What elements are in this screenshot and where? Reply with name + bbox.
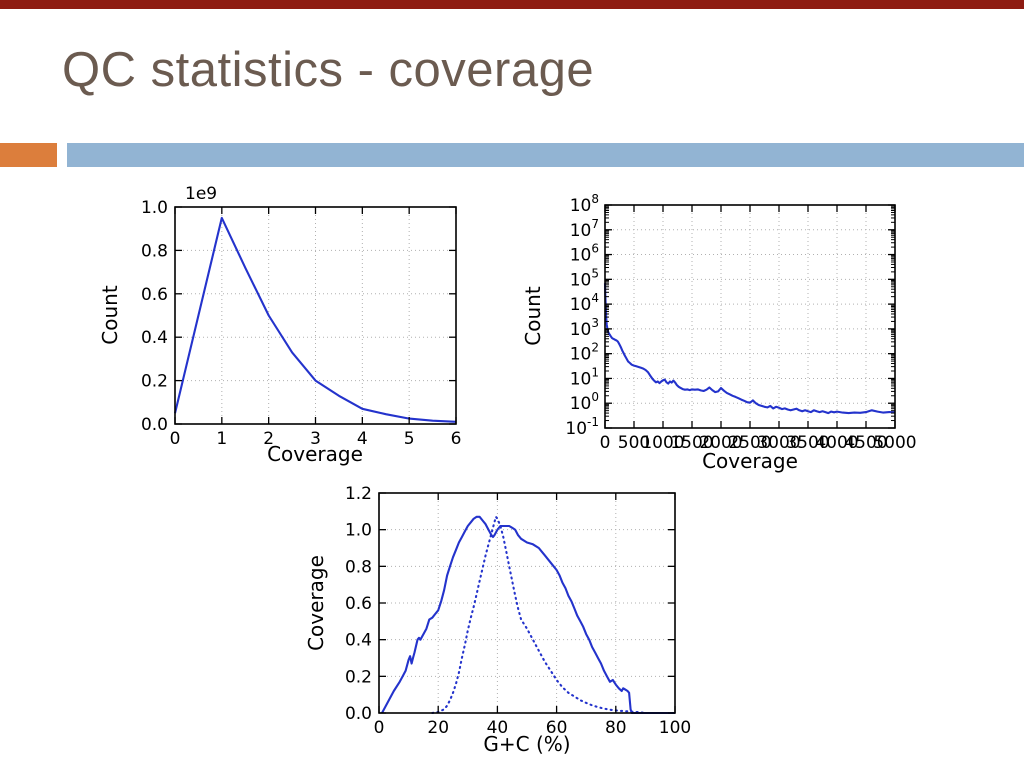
- series-count-vs-coverage-log: [603, 283, 896, 415]
- y-tick-label: 105: [570, 266, 599, 290]
- x-tick-label: 100: [659, 718, 691, 738]
- axis-labels: G+C (%) Coverage: [304, 555, 571, 756]
- accent-square-orange: [0, 143, 57, 167]
- y-axis-label: Count: [98, 285, 122, 345]
- x-tick-label: 3: [310, 429, 321, 449]
- tick-labels: 0 1 2 3 4 5 6 0.0 0.2 0.4 0.6 0.8 1.0: [141, 198, 461, 449]
- series-expected-gc-coverage: [431, 515, 677, 715]
- y-tick-label: 0.2: [345, 667, 372, 687]
- x-axis-label: Coverage: [267, 442, 363, 466]
- accent-band-blue: [67, 143, 1024, 167]
- x-tick-label: 0: [600, 433, 611, 453]
- y-axis-label: Count: [521, 286, 545, 346]
- y-tick-label: 0.6: [345, 594, 372, 614]
- y-tick-label: 106: [570, 242, 599, 266]
- x-tick-label: 5000: [873, 433, 916, 453]
- x-tick-label: 0: [170, 429, 181, 449]
- y-tick-label: 101: [570, 365, 599, 389]
- y-tick-label: 1.2: [345, 484, 372, 504]
- grid: [378, 492, 676, 714]
- series-count-vs-coverage: [173, 216, 457, 423]
- x-tick-label: 40: [487, 718, 509, 738]
- tick-marks: [604, 204, 896, 429]
- x-tick-label: 2500: [728, 433, 771, 453]
- y-tick-label: 103: [570, 316, 599, 340]
- y-tick-label: 0.8: [345, 557, 372, 577]
- x-tick-label: 1: [216, 429, 227, 449]
- y-axis-label: Coverage: [304, 555, 328, 651]
- y-tick-label: 0.0: [345, 704, 372, 724]
- series-observed-gc-coverage: [381, 515, 675, 715]
- axis-labels: Coverage Count: [98, 285, 363, 466]
- y-tick-label: 0.0: [141, 415, 168, 435]
- grid: [604, 204, 896, 429]
- y-tick-label: 0.4: [345, 631, 372, 651]
- y-tick-label: 0.8: [141, 241, 168, 261]
- x-tick-label: 2000: [699, 433, 742, 453]
- chart-svg-read-coverage-log: 0 500100015002000250030003500400045005000…: [521, 192, 917, 473]
- chart-svg-gc-vs-coverage: 0 20 40 60 80 100 0.0 0.2 0.4 0.6 0.8 1.0 1.2 G+C (%)…: [304, 484, 691, 756]
- x-tick-label: 4500: [844, 433, 887, 453]
- y-tick-label: 108: [570, 192, 599, 216]
- x-tick-label: 0: [374, 718, 385, 738]
- tick-labels: 0 20 40 60 80 100 0.0 0.2 0.4 0.6 0.8 1.0 1.2: [345, 484, 691, 738]
- axes-frame: [604, 204, 896, 429]
- y-tick-label: 1.0: [345, 521, 372, 541]
- y-tick-label: 0.2: [141, 372, 168, 392]
- x-axis-label: Coverage: [702, 449, 798, 473]
- y-axis-offset-text: 1e9: [185, 185, 217, 204]
- x-tick-label: 2: [263, 429, 274, 449]
- axis-labels: Coverage Count: [521, 286, 798, 473]
- x-tick-label: 6: [451, 429, 462, 449]
- chart-read-coverage-linear: 0 1 2 3 4 5 6 0.0 0.2 0.4 0.6 0.8 1.0 Coverage Count 1e…: [90, 184, 480, 484]
- x-tick-label: 60: [546, 718, 568, 738]
- chart-svg-read-coverage-linear: 0 1 2 3 4 5 6 0.0 0.2 0.4 0.6 0.8 1.0 Coverage Count 1e…: [98, 184, 461, 466]
- x-tick-label: 5: [404, 429, 415, 449]
- x-tick-label: 4: [357, 429, 368, 449]
- top-accent-bar: [0, 0, 1024, 9]
- x-tick-label: 3500: [786, 433, 829, 453]
- x-tick-label: 80: [605, 718, 627, 738]
- tick-marks: [378, 492, 676, 714]
- x-axis-label: G+C (%): [483, 732, 570, 756]
- x-tick-label: 1500: [670, 433, 713, 453]
- y-tick-label: 10-1: [565, 415, 599, 439]
- y-tick-label: 0.6: [141, 285, 168, 305]
- y-tick-label: 1.0: [141, 198, 168, 218]
- x-tick-label: 20: [427, 718, 449, 738]
- y-tick-label: 107: [570, 217, 599, 241]
- x-tick-label: 3000: [757, 433, 800, 453]
- slide-title: QC statistics - coverage: [62, 43, 595, 97]
- y-tick-label: 102: [570, 341, 599, 365]
- x-tick-label: 4000: [815, 433, 858, 453]
- y-tick-label: 100: [570, 390, 599, 414]
- tick-labels: 0 500100015002000250030003500400045005000…: [565, 192, 916, 453]
- x-tick-label: 1000: [641, 433, 684, 453]
- tick-marks: [174, 206, 457, 425]
- y-tick-label: 104: [570, 291, 599, 315]
- y-tick-label: 0.4: [141, 328, 168, 348]
- chart-gc-vs-coverage: 0 20 40 60 80 100 0.0 0.2 0.4 0.6 0.8 1.0 1.2 G+C (%)…: [300, 468, 720, 772]
- x-tick-label: 500: [618, 433, 650, 453]
- chart-read-coverage-log: 0 500 1000 1500 2000 2500 3000 3500 4000 4500 5000…: [520, 185, 950, 489]
